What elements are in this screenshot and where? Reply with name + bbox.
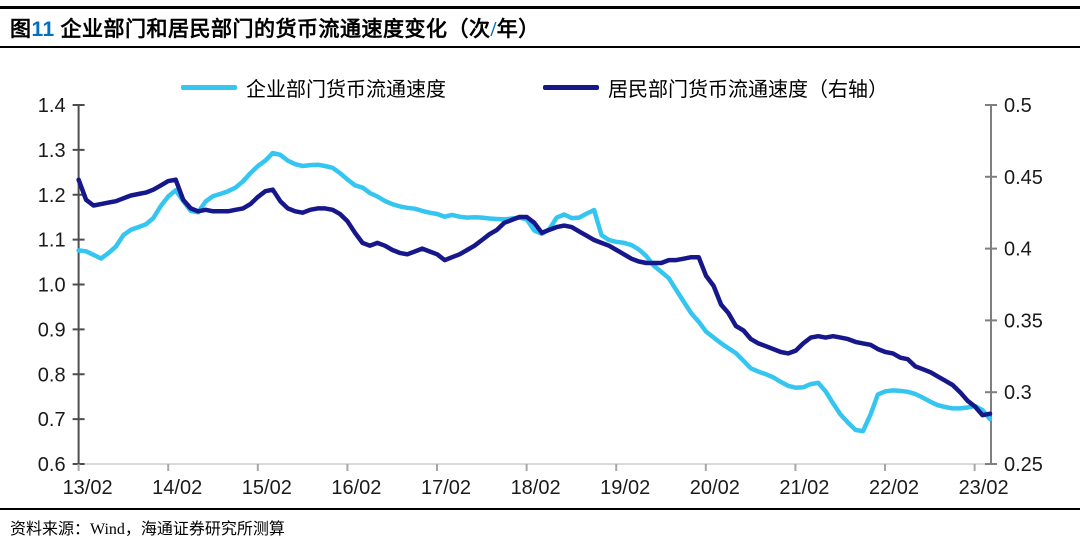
x-axis-ticks: 13/02 14/02 15/02 16/02 17/02 18/02 19/02 20/02… <box>63 464 1009 499</box>
legend-swatch-corporate-line <box>181 84 237 90</box>
series-line-household <box>76 177 993 418</box>
left-tick-label: 1.4 <box>38 95 66 117</box>
legend-swatch-household-line <box>543 84 599 90</box>
left-tick-label: 1.0 <box>38 275 66 297</box>
x-tick-label: 15/02 <box>242 477 292 499</box>
title-divider-rule <box>0 46 1080 48</box>
figure-title-slash: / <box>490 17 497 41</box>
figure-number: 11 <box>31 18 55 41</box>
left-tick-label: 1.3 <box>38 140 66 162</box>
legend-item-corporate[interactable]: 企业部门货币流通速度 <box>181 74 446 101</box>
line-chart-plot: 1.41.31.21.11.00.90.80.70.6 0.50.450.40.… <box>38 95 1043 499</box>
figure-title-prefix: 图 <box>10 17 32 41</box>
series-line-corporate <box>76 150 993 434</box>
x-tick-label: 19/02 <box>600 477 650 499</box>
legend-label-household: 居民部门货币流通速度（右轴） <box>608 78 888 101</box>
x-tick-label: 22/02 <box>869 477 919 499</box>
x-tick-label: 17/02 <box>421 477 471 499</box>
left-tick-label: 0.7 <box>38 409 66 431</box>
figure-title-main: 企业部门和居民部门的货币流通速度变化（次 <box>54 17 491 41</box>
chart-legend: 企业部门货币流通速度 居民部门货币流通速度（右轴） <box>0 50 1080 101</box>
x-tick-label: 21/02 <box>779 477 829 499</box>
right-tick-label: 0.25 <box>1004 454 1043 476</box>
right-tick-label: 0.3 <box>1004 382 1032 404</box>
left-tick-label: 1.1 <box>38 230 66 252</box>
source-note: 资料来源：Wind，海通证券研究所测算 <box>10 515 1070 539</box>
legend-label-corporate: 企业部门货币流通速度 <box>246 78 446 101</box>
left-tick-label: 0.9 <box>38 319 66 341</box>
x-tick-label: 16/02 <box>331 477 381 499</box>
x-tick-label: 23/02 <box>959 477 1009 499</box>
x-tick-label: 13/02 <box>63 477 113 499</box>
bottom-rule <box>0 508 1080 510</box>
source-text: 资料来源：Wind，海通证券研究所测算 <box>10 521 285 538</box>
right-tick-label: 0.45 <box>1004 167 1043 189</box>
left-tick-label: 0.6 <box>38 454 66 476</box>
chart-area: 企业部门货币流通速度 居民部门货币流通速度（右轴） 1.4 1.3 1.2 1.1 1.… <box>0 50 1080 508</box>
right-axis-ticks: 0.5 0.45 0.4 0.35 0.3 0.25 <box>985 95 1043 476</box>
left-tick-label: 0.8 <box>38 364 66 386</box>
right-tick-label: 0.35 <box>1004 310 1043 332</box>
figure-title-suffix: 年） <box>496 17 540 41</box>
left-axis-ticks: 1.4 1.3 1.2 1.1 1.0 0.9 0.8 0.7 0.6 <box>38 95 85 476</box>
figure-title: 图11 企业部门和居民部门的货币流通速度变化（次/年） <box>10 13 1070 43</box>
legend-item-household[interactable]: 居民部门货币流通速度（右轴） <box>543 74 888 101</box>
x-tick-label: 14/02 <box>152 477 202 499</box>
left-tick-label: 1.2 <box>38 185 66 207</box>
x-tick-label: 18/02 <box>511 477 561 499</box>
top-rule <box>0 6 1080 9</box>
right-tick-label: 0.4 <box>1004 239 1032 261</box>
x-tick-label: 20/02 <box>690 477 740 499</box>
series-lines <box>76 150 993 434</box>
right-tick-label: 0.5 <box>1004 95 1032 117</box>
